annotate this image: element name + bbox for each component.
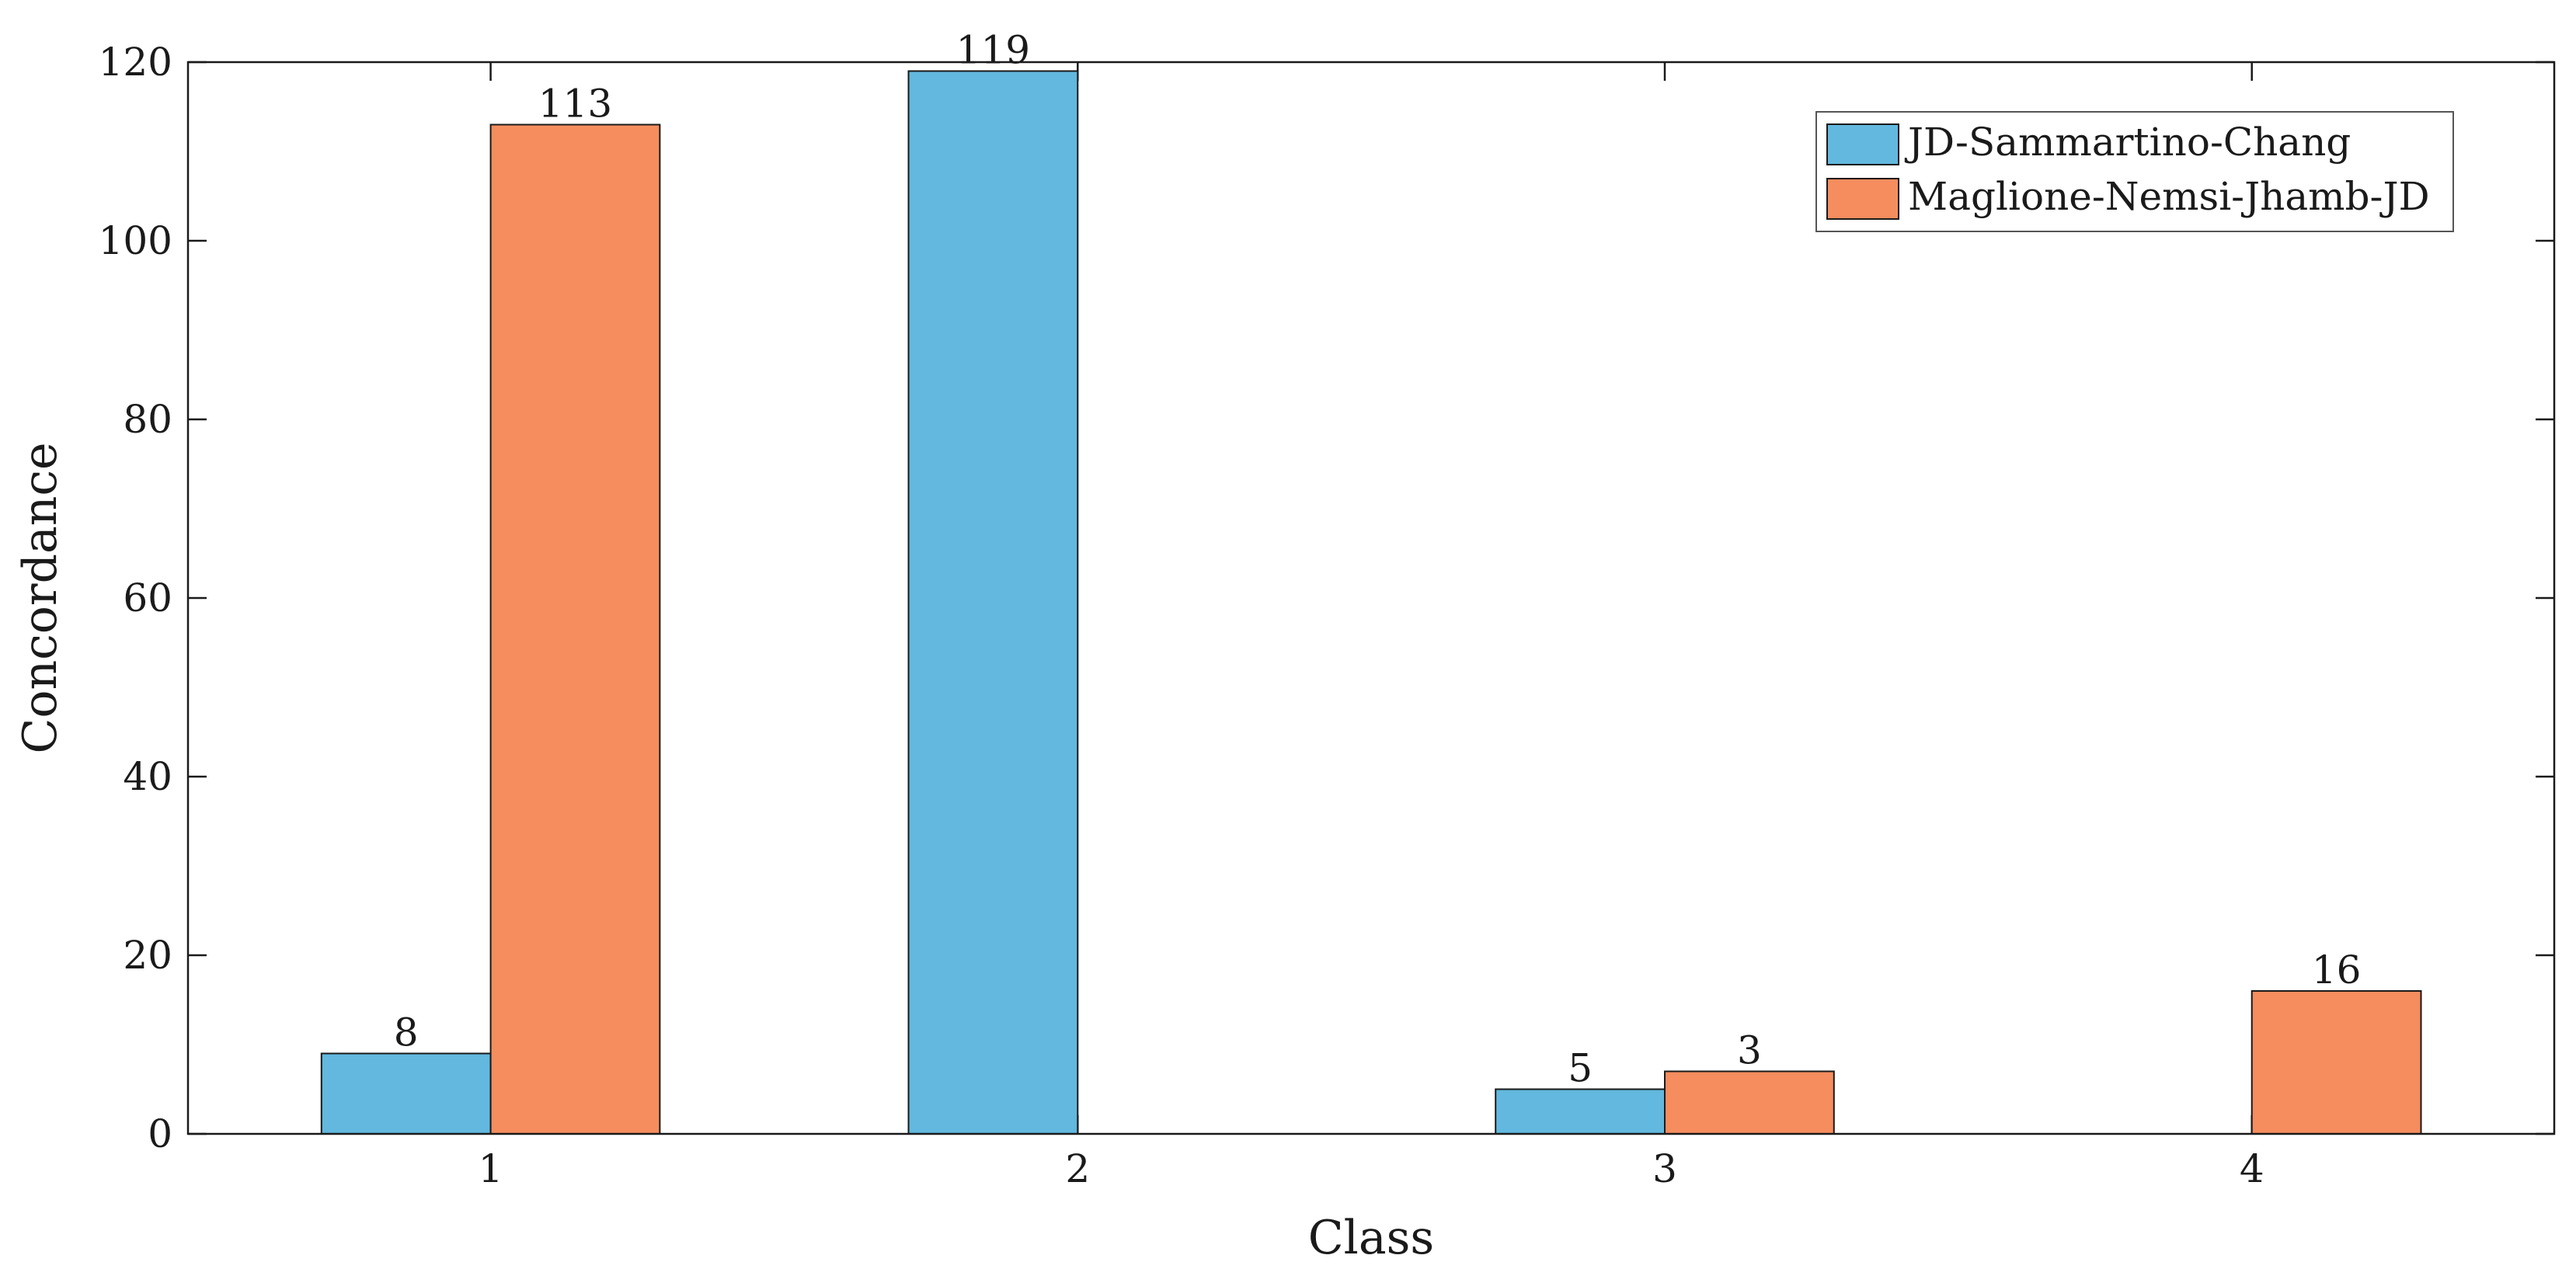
data-label-series-1-class-2: 119 [956,28,1030,73]
x-ticks: 1 2 3 4 [479,62,2264,1191]
legend: JD-Sammartino-Chang Maglione-Nemsi-Jhamb… [1815,111,2454,232]
legend-label-maglione-nemsi-jhamb-jd: Maglione-Nemsi-Jhamb-JD [1908,174,2430,219]
bar-series-1-class-1 [320,1052,492,1135]
data-label-series-2-class-1: 113 [538,82,612,127]
bar-series-1-class-2 [907,70,1079,1135]
y-tick-label: 120 [99,40,172,85]
bar-series-1-class-3 [1495,1088,1666,1135]
bar-series-2-class-4 [2251,990,2422,1135]
y-tick-label: 60 [123,575,172,621]
x-tick-label: 2 [1065,1146,1090,1191]
bar-series-2-class-1 [489,123,661,1135]
y-ticks: 0 20 40 60 80 100 120 [99,40,2554,1156]
plot-frame [186,61,2556,1135]
legend-box [1815,111,2454,232]
y-tick-label: 100 [99,218,172,263]
data-labels: 8 119 5 113 3 16 [394,28,2362,1091]
x-tick-label: 3 [1652,1146,1677,1191]
legend-swatch-jd-sammartino-chang [1826,123,1899,165]
legend-swatch-maglione-nemsi-jhamb-jd [1826,178,1899,220]
y-tick-label: 20 [123,933,172,978]
data-label-series-2-class-4: 16 [2312,947,2362,993]
data-label-series-2-class-3: 3 [1737,1028,1762,1073]
x-axis-label: Class [1308,1211,1434,1265]
legend-label-jd-sammartino-chang: JD-Sammartino-Chang [1904,120,2351,165]
x-tick-label: 1 [479,1146,503,1191]
x-tick-label: 4 [2240,1146,2264,1191]
y-tick-label: 40 [123,754,172,799]
data-label-series-1-class-3: 5 [1568,1046,1593,1091]
bars [320,70,2422,1135]
y-tick-label: 80 [123,397,172,442]
bar-series-2-class-3 [1664,1070,1835,1135]
y-axis-label: Concordance [13,442,68,753]
y-tick-label: 0 [148,1111,172,1156]
data-label-series-1-class-1: 8 [394,1010,419,1055]
